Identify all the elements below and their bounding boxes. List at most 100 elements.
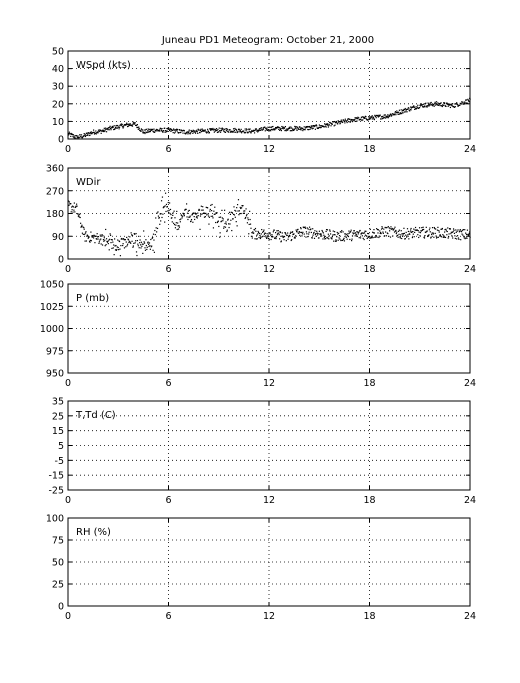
- data-point: [257, 129, 259, 131]
- data-point: [291, 127, 293, 129]
- data-point: [133, 232, 135, 235]
- data-point: [237, 210, 239, 212]
- data-point: [84, 232, 87, 234]
- data-point: [179, 129, 181, 131]
- data-point: [434, 101, 436, 103]
- data-point: [194, 212, 196, 214]
- data-point: [198, 209, 201, 211]
- data-point: [425, 102, 427, 104]
- data-point: [249, 131, 251, 133]
- data-point: [155, 227, 157, 229]
- data-point: [108, 129, 110, 131]
- data-point: [194, 130, 196, 132]
- y-tick-label: 100: [46, 514, 64, 525]
- data-point: [415, 107, 418, 110]
- data-point: [333, 240, 335, 242]
- data-point: [201, 213, 203, 215]
- data-point: [73, 137, 75, 139]
- data-point: [289, 127, 291, 129]
- data-point: [140, 130, 142, 132]
- data-point: [461, 101, 463, 103]
- data-point: [337, 233, 339, 235]
- data-point: [118, 249, 120, 251]
- data-point: [149, 245, 151, 247]
- data-point: [299, 128, 301, 130]
- y-tick-label: 1050: [40, 280, 64, 291]
- data-point: [388, 235, 390, 237]
- data-point: [341, 229, 343, 232]
- data-point: [178, 132, 180, 134]
- data-point: [329, 230, 331, 232]
- data-point: [163, 206, 165, 208]
- data-point: [373, 118, 375, 120]
- data-point: [144, 249, 147, 251]
- data-point: [367, 232, 369, 235]
- data-point: [136, 239, 139, 242]
- data-point: [236, 225, 238, 227]
- data-point: [311, 237, 313, 239]
- panel-label: WDir: [76, 177, 101, 188]
- data-point: [464, 103, 466, 105]
- data-point: [316, 232, 318, 234]
- data-point: [175, 222, 177, 224]
- data-point: [438, 103, 440, 105]
- data-point: [108, 239, 110, 241]
- data-point: [434, 102, 436, 104]
- x-tick-label: 12: [263, 144, 275, 155]
- data-point: [155, 217, 157, 219]
- data-point: [97, 129, 100, 131]
- data-point: [325, 230, 327, 233]
- data-point: [363, 232, 365, 234]
- data-point: [268, 238, 270, 240]
- data-point: [146, 248, 148, 251]
- data-point: [346, 120, 348, 122]
- data-point: [462, 229, 464, 231]
- data-point: [125, 123, 127, 126]
- data-point: [278, 232, 280, 234]
- data-point: [272, 231, 274, 233]
- data-point: [460, 103, 462, 105]
- data-point: [268, 129, 270, 131]
- data-point: [95, 130, 97, 132]
- data-point: [264, 232, 266, 234]
- data-point: [166, 206, 168, 208]
- x-tick-label: 18: [363, 378, 375, 389]
- data-point: [207, 128, 209, 130]
- data-point: [274, 129, 276, 131]
- data-point: [76, 205, 78, 207]
- data-point: [424, 106, 426, 108]
- data-point: [213, 129, 215, 131]
- data-point: [128, 241, 130, 244]
- data-point: [143, 131, 145, 133]
- data-point: [75, 206, 77, 208]
- data-point: [123, 124, 125, 127]
- data-point: [142, 131, 144, 133]
- data-point: [110, 239, 113, 241]
- data-point: [274, 128, 276, 130]
- data-point: [354, 232, 356, 234]
- data-point: [197, 128, 199, 130]
- data-point: [120, 244, 122, 247]
- data-point: [330, 122, 333, 125]
- data-point: [371, 115, 373, 117]
- y-tick-label: 180: [46, 209, 64, 220]
- data-point: [449, 103, 451, 106]
- data-point: [442, 236, 444, 238]
- data-point: [149, 248, 151, 250]
- data-point: [369, 117, 371, 120]
- data-point: [392, 113, 394, 115]
- data-point: [423, 105, 426, 107]
- data-point: [240, 132, 243, 134]
- data-point: [433, 105, 435, 107]
- data-point: [167, 210, 169, 212]
- data-point: [188, 209, 190, 212]
- data-point: [420, 230, 422, 232]
- data-point: [232, 131, 234, 133]
- data-point: [390, 113, 392, 116]
- data-point: [294, 125, 296, 128]
- data-point: [192, 132, 194, 134]
- data-point: [367, 233, 370, 235]
- data-point: [105, 244, 107, 246]
- data-point: [92, 235, 94, 237]
